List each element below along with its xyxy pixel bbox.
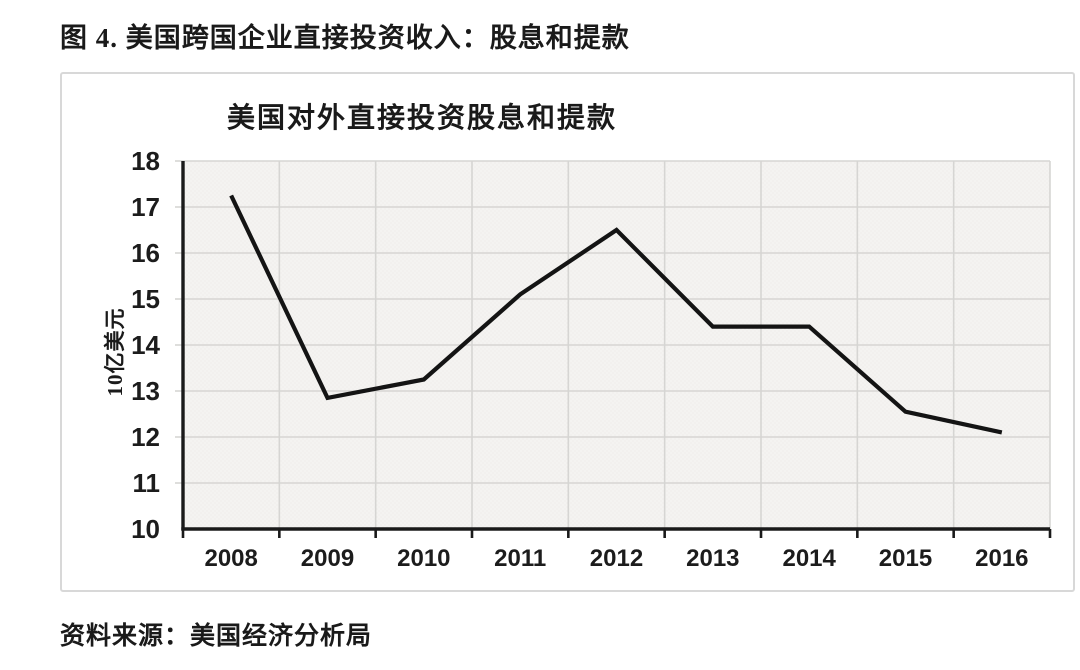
- x-tick-label: 2011: [494, 545, 546, 572]
- chart: 10 11 12 13 14 15 16 17 18 2008 2009 2010 2011 2012 20…: [60, 72, 1075, 592]
- y-tick-label: 14: [131, 330, 160, 360]
- chart-title: 美国对外直接投资股息和提款: [227, 103, 618, 134]
- y-tick-label: 16: [131, 238, 160, 268]
- y-tick-label: 17: [131, 192, 160, 222]
- y-axis-label: 10亿美元: [103, 307, 127, 397]
- series-line: [229, 194, 1003, 435]
- x-tick-label: 2015: [879, 545, 932, 572]
- x-tick-label: 2014: [782, 545, 836, 572]
- y-tick-label: 10: [131, 514, 160, 544]
- y-tick-label: 13: [131, 376, 160, 406]
- x-tick-label: 2013: [686, 545, 739, 572]
- y-tick-label: 18: [131, 146, 160, 176]
- x-tick-label: 2008: [204, 545, 257, 572]
- y-tick-label: 12: [131, 422, 160, 452]
- x-tick-label: 2009: [301, 545, 354, 572]
- y-tick-label: 15: [131, 284, 160, 314]
- y-tick-label: 11: [133, 468, 161, 498]
- plot-area: 10 11 12 13 14 15 16 17 18 2008 2009 2010 2011 2012 20…: [131, 146, 1052, 572]
- x-tick-label: 2016: [975, 545, 1028, 572]
- figure-title: 图 4. 美国跨国企业直接投资收入：股息和提款: [60, 23, 630, 53]
- x-tick-label: 2010: [397, 545, 450, 572]
- x-tick-label: 2012: [590, 545, 643, 572]
- source-note: 资料来源：美国经济分析局: [60, 623, 373, 650]
